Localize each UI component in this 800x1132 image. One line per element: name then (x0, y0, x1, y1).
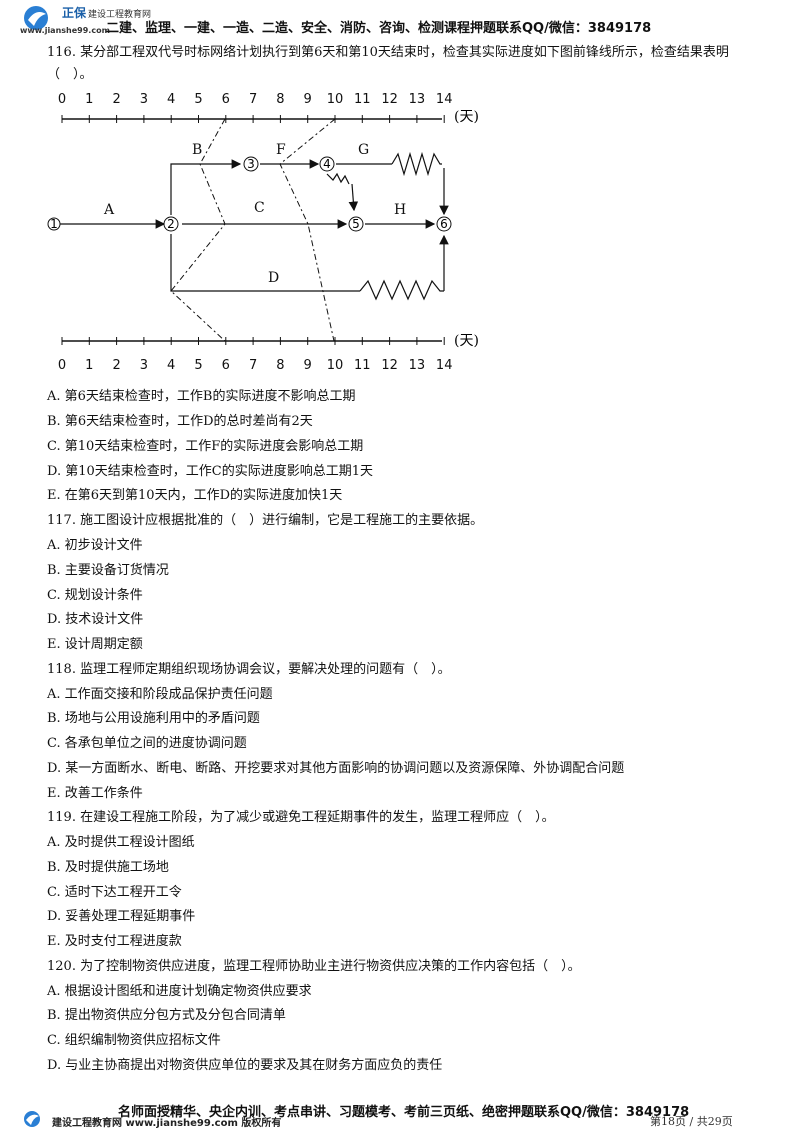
q117-option-c: C. 规划设计条件 (47, 588, 143, 603)
axis-tick-label: 5 (194, 92, 202, 107)
axis-tick-label: 2 (112, 358, 120, 373)
q117-option-e: E. 设计周期定额 (47, 637, 143, 652)
q120-option-c: C. 组织编制物资供应招标文件 (47, 1033, 221, 1048)
node-6: 6 (436, 216, 452, 232)
axis-tick-label: 10 (327, 92, 344, 107)
label-h: H (394, 202, 406, 218)
time-scaled-network-diagram: 0 1 2 3 4 5 6 7 8 9 10 11 12 13 14 0 1 2 3 4 5 6 7 8 9 10 11 12 13 1… (47, 92, 479, 373)
axis-tick-label: 10 (327, 358, 344, 373)
axis-tick-label: 14 (436, 92, 453, 107)
q120-option-b: B. 提出物资供应分包方式及分包合同清单 (47, 1008, 286, 1023)
question-120-title: 120. 为了控制物资供应进度，监理工程师协助业主进行物资供应决策的工作内容包括… (47, 959, 581, 974)
activity-d-line (170, 234, 360, 292)
axis-tick-label: 1 (85, 92, 93, 107)
axis-tick-label: 0 (58, 92, 66, 107)
q116-option-b: B. 第6天结束检查时，工作D的总时差尚有2天 (47, 414, 313, 429)
question-118-title: 118. 监理工程师定期组织现场协调会议，要解决处理的问题有（ ）。 (47, 662, 451, 677)
q117-option-b: B. 主要设备订货情况 (47, 563, 169, 578)
axis-tick-label: 12 (381, 358, 398, 373)
axis-tick-label: 5 (194, 358, 202, 373)
q119-option-d: D. 妥善处理工程延期事件 (47, 909, 196, 924)
axis-tick-label: 12 (381, 92, 398, 107)
q118-option-c: C. 各承包单位之间的进度协调问题 (47, 736, 247, 751)
page-number: 第18页 / 共29页 (650, 1115, 733, 1128)
label-b: B (192, 142, 202, 158)
activity-d-freefloat (359, 279, 444, 301)
node-4: 4 (319, 156, 335, 172)
front-line-day-10 (279, 118, 336, 342)
axis-tick-label: 7 (249, 92, 257, 107)
axis-tick-label: 0 (58, 358, 66, 373)
axis-unit-top: (天) (454, 109, 479, 125)
question-119-title: 119. 在建设工程施工阶段，为了减少或避免工程延期事件的发生，监理工程师应（ … (47, 810, 555, 825)
front-line-day-6 (170, 118, 226, 342)
axis-tick-label: 4 (167, 358, 175, 373)
label-g: G (358, 142, 369, 158)
header-banner: 二建、监理、一建、一造、二造、安全、消防、咨询、检测课程押题联系QQ/微信：38… (106, 21, 652, 36)
label-c: C (254, 200, 265, 216)
svg-text:4: 4 (323, 157, 331, 171)
label-d: D (268, 270, 279, 286)
q118-option-b: B. 场地与公用设施利用中的矛盾问题 (47, 711, 260, 726)
q119-option-b: B. 及时提供施工场地 (47, 860, 169, 875)
axis-tick-label: 2 (112, 92, 120, 107)
svg-text:1: 1 (50, 217, 58, 231)
footer-banner: 名师面授精华、央企内训、考点串讲、习题模考、考前三页纸、绝密押题联系QQ/微信：… (118, 1105, 690, 1120)
q118-option-a: A. 工作面交接和阶段成品保护责任问题 (47, 687, 273, 702)
svg-text:5: 5 (352, 217, 360, 231)
node-2: 2 (163, 216, 179, 232)
axis-tick-label: 9 (304, 358, 312, 373)
axis-tick-label: 4 (167, 92, 175, 107)
activity-b-arrow (170, 159, 242, 215)
q120-option-d: D. 与业主协商提出对物资供应单位的要求及其在财务方面应负的责任 (47, 1058, 443, 1073)
q119-option-e: E. 及时支付工程进度款 (47, 934, 182, 949)
footer-site: 建设工程教育网 www.jianshe99.com 版权所有 (52, 1118, 282, 1129)
axis-tick-label: 7 (249, 358, 257, 373)
axis-tick-label: 6 (222, 92, 230, 107)
dummy-4-5-wavy (326, 172, 350, 185)
axis-tick-label: 3 (140, 358, 148, 373)
q116-option-c: C. 第10天结束检查时，工作F的实际进度会影响总工期 (47, 439, 364, 454)
node-5: 5 (348, 216, 364, 232)
q117-option-d: D. 技术设计文件 (47, 612, 144, 627)
axis-tick-label: 13 (409, 92, 426, 107)
q116-option-d: D. 第10天结束检查时，工作C的实际进度影响总工期1天 (47, 464, 373, 479)
svg-text:2: 2 (167, 217, 175, 231)
svg-text:3: 3 (247, 157, 255, 171)
logo-url: www.jianshe99.com (20, 26, 110, 35)
axis-tick-label: 1 (85, 358, 93, 373)
q117-option-a: A. 初步设计文件 (47, 538, 143, 553)
axis-tick-label: 11 (354, 92, 371, 107)
activity-g-freefloat (391, 151, 442, 177)
q116-option-a: A. 第6天结束检查时，工作B的实际进度不影响总工期 (47, 389, 356, 404)
axis-tick-label: 14 (436, 358, 453, 373)
label-a: A (103, 202, 115, 218)
question-117-title: 117. 施工图设计应根据批准的（ ）进行编制，它是工程施工的主要依据。 (47, 513, 484, 528)
q118-option-e: E. 改善工作条件 (47, 786, 143, 801)
axis-tick-label: 3 (140, 92, 148, 107)
label-f: F (276, 142, 286, 158)
logo-text: 正保 建设工程教育网 (62, 6, 152, 20)
axis-tick-label: 8 (276, 358, 284, 373)
axis-tick-label: 6 (222, 358, 230, 373)
axis-tick-label: 11 (354, 358, 371, 373)
q118-option-d: D. 某一方面断水、断电、断路、开挖要求对其他方面影响的协调问题以及资源保障、外… (47, 761, 625, 776)
node-3: 3 (243, 156, 259, 172)
q119-option-c: C. 适时下达工程开工令 (47, 885, 182, 900)
axis-tick-label: 9 (304, 92, 312, 107)
footer-logo-icon (24, 1111, 40, 1127)
axis-tick-label: 8 (276, 92, 284, 107)
svg-text:6: 6 (440, 217, 448, 231)
question-116-title: 116. 某分部工程双代号时标网络计划执行到第6天和第10天结束时，检查其实际进… (47, 45, 729, 82)
q119-option-a: A. 及时提供工程设计图纸 (47, 835, 195, 850)
axis-tick-label: 13 (409, 358, 426, 373)
zhengbao-logo-icon (24, 6, 48, 30)
dummy-4-5-arrow (348, 183, 359, 212)
axis-unit-bottom: (天) (454, 333, 479, 349)
node-1: 1 (47, 217, 61, 231)
page-header: 正保 建设工程教育网 www.jianshe99.com 二建、监理、一建、一造、… (0, 0, 800, 40)
q116-option-e: E. 在第6天到第10天内，工作D的实际进度加快1天 (47, 488, 343, 503)
q120-option-a: A. 根据设计图纸和进度计划确定物资供应要求 (47, 984, 312, 999)
